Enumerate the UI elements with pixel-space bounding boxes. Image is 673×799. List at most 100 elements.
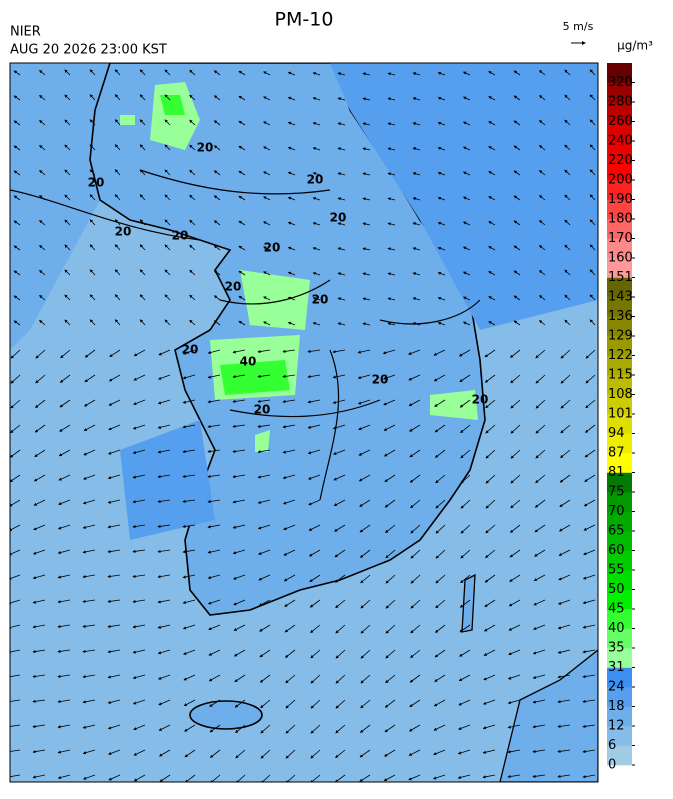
wind-arrow [89, 94, 96, 101]
wind-arrow [538, 295, 546, 301]
colorbar-tick-label: 60 [608, 543, 625, 558]
timestamp: AUG 20 2026 23:00 KST [10, 43, 167, 58]
wind-arrow [488, 221, 496, 226]
wind-arrow [232, 349, 246, 354]
wind-arrow [383, 424, 396, 431]
wind-arrow [287, 246, 296, 251]
wind-arrow [460, 549, 471, 559]
wind-arrow [538, 170, 546, 176]
wind-arrow [114, 69, 121, 76]
wind-arrow [433, 374, 446, 382]
wind-arrow [513, 245, 521, 251]
wind-arrow [589, 319, 596, 326]
colorbar-tick-label: 240 [608, 134, 633, 149]
wind-arrow [107, 624, 121, 629]
wind-arrow [238, 220, 246, 226]
wind-arrow [337, 97, 346, 101]
wind-arrow [10, 574, 21, 580]
wind-arrow [114, 144, 121, 151]
colorbar-segment [607, 258, 632, 278]
wind-arrow [362, 97, 371, 101]
wind-arrow [232, 424, 246, 428]
wind-arrow [157, 574, 171, 579]
wind-arrow [159, 774, 171, 782]
wind-arrow [385, 599, 396, 609]
wind-arrow [213, 70, 221, 76]
wind-arrow [557, 674, 571, 679]
wind-arrow [139, 244, 146, 251]
colorbar-segment [607, 82, 632, 103]
wind-arrow [132, 499, 146, 504]
contour-label: 40 [240, 355, 257, 369]
contour-label: 20 [182, 343, 199, 357]
wind-arrow [535, 399, 546, 409]
wind-arrow [582, 674, 596, 679]
wind-arrow [558, 574, 571, 581]
colorbar-segment [607, 531, 632, 551]
wind-arrow [64, 94, 71, 101]
wind-arrow [310, 624, 321, 634]
wind-arrow [132, 649, 146, 654]
wind-arrow [164, 269, 171, 276]
wind-arrow [310, 649, 321, 659]
wind-arrow [57, 599, 71, 604]
wind-arrow [437, 171, 446, 176]
wind-arrow [538, 245, 546, 251]
wind-arrow [507, 674, 521, 680]
wind-arrow [182, 574, 196, 579]
wind-arrow [287, 121, 296, 126]
wind-arrow [408, 374, 421, 381]
wind-arrow [57, 549, 71, 555]
wind-arrow [564, 294, 571, 301]
wind-arrow [460, 499, 471, 509]
wind-arrow [34, 399, 46, 408]
wind-arrow [434, 424, 446, 433]
wind-arrow [582, 774, 596, 779]
wind-arrow [39, 144, 46, 151]
wind-arrow [114, 269, 121, 276]
wind-arrow [157, 424, 171, 429]
wind-arrow [184, 749, 196, 758]
wind-arrow [263, 171, 271, 176]
wind-arrow [64, 194, 71, 201]
wind-arrow [84, 374, 96, 383]
wind-arrow [462, 96, 471, 101]
wind-arrow [238, 245, 246, 251]
wind-arrow [462, 121, 471, 126]
wind-arrow [210, 774, 221, 782]
wind-arrow [564, 269, 571, 276]
wind-arrow [57, 674, 71, 678]
wind-arrow [560, 424, 571, 434]
wind-arrow [139, 69, 146, 76]
wind-arrow [534, 549, 546, 557]
wind-field [10, 69, 596, 782]
wind-arrow [535, 349, 546, 359]
wind-arrow [259, 674, 271, 683]
wind-arrow [189, 269, 196, 276]
wind-arrow [559, 474, 571, 483]
wind-arrow [560, 349, 571, 359]
wind-arrow [433, 724, 446, 731]
wind-arrow [482, 774, 496, 779]
wind-arrow [584, 474, 596, 482]
wind-arrow [337, 197, 346, 201]
wind-arrow [513, 95, 521, 101]
wind-arrow [362, 72, 371, 76]
wind-arrow [362, 147, 371, 151]
wind-arrow [312, 197, 321, 201]
wind-arrow [535, 424, 546, 434]
wind-arrow [513, 120, 521, 126]
wind-arrow [132, 449, 146, 455]
wind-arrow [412, 247, 421, 251]
wind-arrow [408, 349, 421, 355]
wind-arrow [387, 147, 396, 151]
wind-arrow [564, 219, 571, 226]
wind-arrow [285, 724, 296, 734]
wind-arrow [583, 499, 596, 507]
wind-arrow [532, 724, 546, 729]
colorbar-tick-label: 40 [608, 621, 625, 636]
wind-arrow [133, 724, 146, 731]
wind-arrow [207, 424, 221, 429]
wind-arrow [89, 244, 96, 251]
colorbar-tick-label: 180 [608, 212, 633, 227]
